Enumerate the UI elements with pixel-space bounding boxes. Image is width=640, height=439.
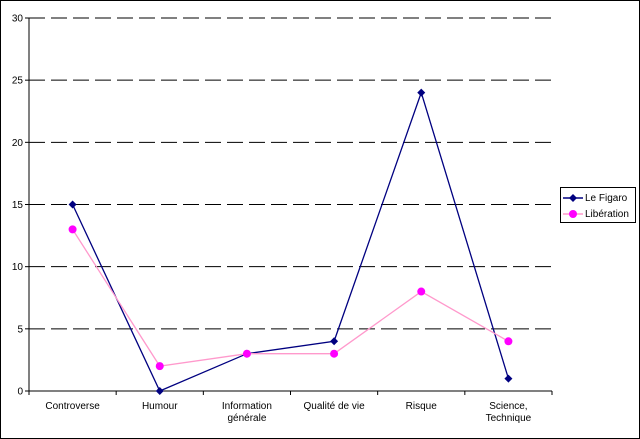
legend-item-liberation: Libération <box>563 207 629 221</box>
series-1-point-2 <box>242 349 251 358</box>
series-line-1 <box>72 229 509 367</box>
x-tick-label-4: Risque <box>406 401 438 412</box>
legend-item-le-figaro: Le Figaro <box>563 191 627 205</box>
y-tick-label-25: 25 <box>12 76 24 87</box>
series-lines <box>71 90 510 392</box>
y-tick-label-0: 0 <box>17 387 23 398</box>
x-tick-label-line-3-0: Qualité de vie <box>304 401 366 412</box>
x-tick-label-line-5-1: Technique <box>486 413 532 424</box>
series-0-point-3 <box>330 337 339 346</box>
series-1-point-0 <box>68 225 77 234</box>
series-0-point-1 <box>155 387 164 395</box>
series-0-point-4 <box>417 88 426 97</box>
y-tick-label-15: 15 <box>12 200 24 211</box>
y-tick-label-30: 30 <box>12 14 24 25</box>
series-1-point-5 <box>504 337 513 346</box>
y-tick-label-5: 5 <box>17 324 23 335</box>
series-markers <box>68 88 513 395</box>
legend: Le Figaro Libération <box>560 187 636 223</box>
series-0-point-0 <box>68 200 77 209</box>
x-tick-label-line-0-0: Controverse <box>45 401 100 412</box>
series-line-0 <box>71 90 510 392</box>
x-tick-label-3: Qualité de vie <box>304 401 366 412</box>
series-0-point-5 <box>504 374 513 383</box>
x-tick-label-5: Science, Technique <box>486 401 532 424</box>
x-tick-label-0: Controverse <box>45 401 100 412</box>
x-tick-label-line-1-0: Humour <box>142 401 178 412</box>
x-tick-label-1: Humour <box>142 401 178 412</box>
y-axis-ticks: 0 5 10 15 20 25 30 <box>12 14 29 398</box>
x-tick-label-line-2-0: Information <box>222 401 272 412</box>
y-tick-label-10: 10 <box>12 262 24 273</box>
gridlines <box>29 17 552 330</box>
x-axis-ticks: Controverse Humour Information générale Qual… <box>28 391 553 424</box>
x-tick-label-line-5-0: Science, <box>489 401 527 412</box>
y-tick-label-20: 20 <box>12 138 24 149</box>
legend-label-liberation: Libération <box>585 208 629 220</box>
legend-label-le-figaro: Le Figaro <box>585 192 628 204</box>
series-1-point-3 <box>330 349 339 358</box>
x-tick-label-2: Information générale <box>222 401 272 424</box>
series-1-point-4 <box>417 287 426 296</box>
x-tick-label-line-4-0: Risque <box>406 401 438 412</box>
legend-swatch-le-figaro <box>563 194 583 202</box>
x-tick-label-line-2-1: générale <box>227 413 266 424</box>
series-1-point-1 <box>155 362 164 371</box>
legend-swatch-liberation <box>563 210 583 218</box>
